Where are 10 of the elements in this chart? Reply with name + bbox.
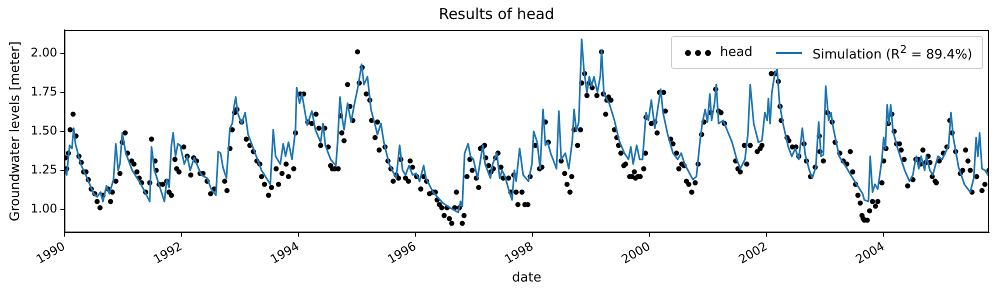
y-axis-title: Groundwater levels [meter] xyxy=(8,41,24,222)
x-axis-title: date xyxy=(512,270,542,286)
legend-label: head xyxy=(720,45,752,60)
chart-title: Results of head xyxy=(438,4,554,23)
y-tick-label: 1.75 xyxy=(30,84,58,98)
legend-label: Simulation (R$^{2}$ = 89.4%) xyxy=(812,43,972,62)
y-tick-label: 2.00 xyxy=(30,46,58,60)
y-tick-label: 1.50 xyxy=(30,123,58,138)
y-tick-label: 1.25 xyxy=(30,162,58,176)
y-tick-label: 1.00 xyxy=(30,201,58,216)
